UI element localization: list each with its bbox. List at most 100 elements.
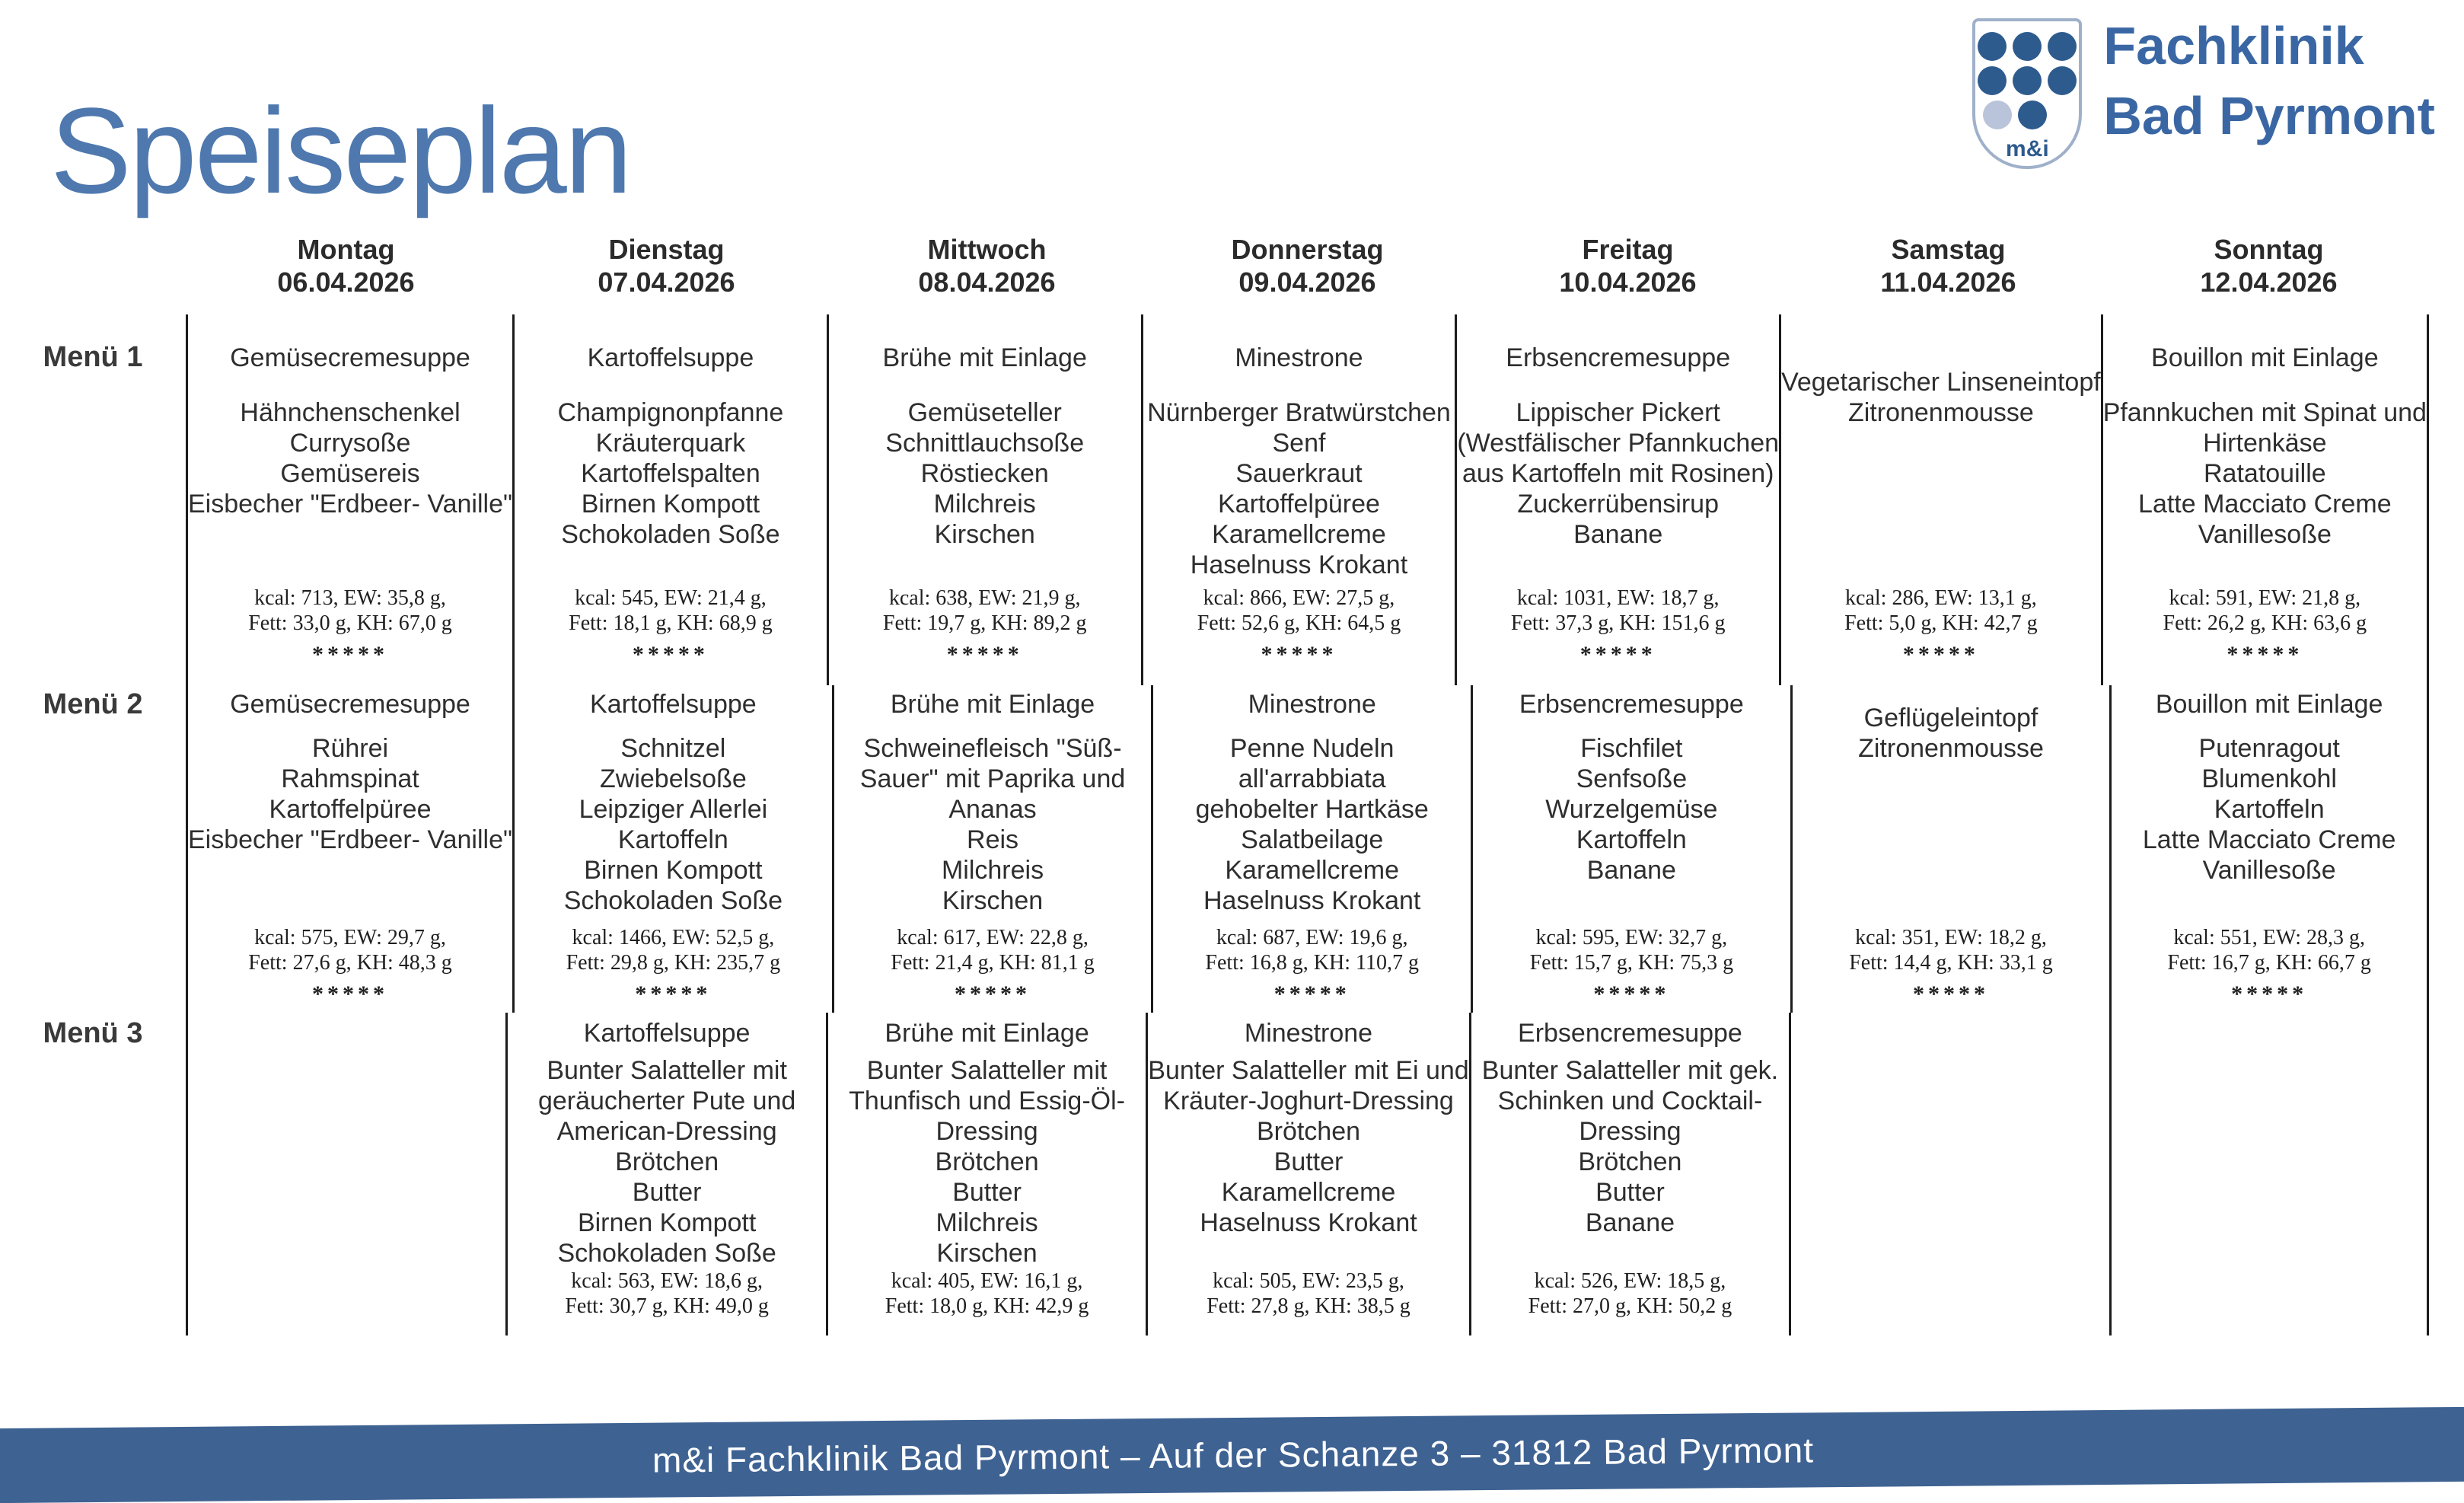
dish-list: Champignonpfanne Kräuterquark Kartoffels… xyxy=(557,398,784,549)
nutrition-info: kcal: 551, EW: 28,3 g, Fett: 16,7 g, KH:… xyxy=(2112,925,2427,1013)
menu-cell: Minestrone Nürnberger Bratwürstchen Senf… xyxy=(1140,314,1455,685)
nutrition-info: kcal: 591, EW: 21,8 g, Fett: 26,2 g, KH:… xyxy=(2103,586,2427,685)
clinic-logo: m&i Fachklinik Bad Pyrmont xyxy=(1972,16,2435,169)
nutrition-line2: Fett: 14,4 g, KH: 33,1 g xyxy=(1849,951,2053,975)
menu-cell: Minestrone Penne Nudeln all'arrabbiata g… xyxy=(1151,685,1471,1013)
rating-stars: ***** xyxy=(1579,642,1656,667)
dish-list: Schweinefleisch "Süß- Sauer" mit Paprika… xyxy=(859,734,1126,915)
menu-cell: Bouillon mit Einlage Pfannkuchen mit Spi… xyxy=(2100,314,2429,685)
day-date: 11.04.2026 xyxy=(1880,266,2016,298)
menu-label: Menü 1 xyxy=(43,341,143,373)
day-header-mittwoch: Mittwoch 08.04.2026 xyxy=(827,226,1147,314)
nutrition-line2: Fett: 33,0 g, KH: 67,0 g xyxy=(248,611,452,635)
day-date: 06.04.2026 xyxy=(277,266,415,298)
nutrition-line2: Fett: 21,4 g, KH: 81,1 g xyxy=(891,951,1095,975)
soup-course xyxy=(1793,685,2110,689)
dish-list: Gemüseteller Schnittlauchsoße Röstiecken… xyxy=(885,398,1085,549)
footer-bar: m&i Fachklinik Bad Pyrmont – Auf der Sch… xyxy=(0,1406,2464,1503)
rating-stars: ***** xyxy=(1593,981,1670,1007)
soup-course: Minestrone xyxy=(1235,343,1363,372)
day-name: Donnerstag xyxy=(1231,234,1384,265)
rating-stars: ***** xyxy=(946,642,1023,667)
day-header-dienstag: Dienstag 07.04.2026 xyxy=(506,226,827,314)
menu-cell xyxy=(1789,1013,2109,1335)
nutrition-line1: kcal: 526, EW: 18,5 g, xyxy=(1534,1269,1726,1293)
nutrition-line1: kcal: 638, EW: 21,9 g, xyxy=(888,586,1081,610)
nutrition-line2: Fett: 29,8 g, KH: 235,7 g xyxy=(566,951,781,975)
nutrition-line1: kcal: 1466, EW: 52,5 g, xyxy=(572,926,775,949)
nutrition-info: kcal: 866, EW: 27,5 g, Fett: 52,6 g, KH:… xyxy=(1143,586,1455,685)
soup-course: Brühe mit Einlage xyxy=(885,1019,1089,1048)
nutrition-line2: Fett: 5,0 g, KH: 42,7 g xyxy=(1844,611,2038,635)
soup-course: Minestrone xyxy=(1244,1019,1373,1048)
rating-stars: ***** xyxy=(1902,642,1979,667)
nutrition-line1: kcal: 1031, EW: 18,7 g, xyxy=(1516,586,1720,610)
menu-label: Menü 3 xyxy=(43,1017,143,1049)
dish-list: Nürnberger Bratwürstchen Senf Sauerkraut… xyxy=(1147,398,1451,579)
mi-shield-label: m&i xyxy=(2006,136,2049,161)
dish-list: Bunter Salatteller mit Ei und Kräuter-Jo… xyxy=(1148,1056,1469,1237)
day-name: Sonntag xyxy=(2214,234,2324,265)
rating-stars: ***** xyxy=(1273,981,1350,1007)
dish-list: Penne Nudeln all'arrabbiata gehobelter H… xyxy=(1195,734,1429,915)
nutrition-info xyxy=(1791,1319,2109,1335)
rating-stars: ***** xyxy=(2227,642,2303,667)
menu-cell: Geflügeleintopf Zitronenmousse kcal: 351… xyxy=(1790,685,2110,1013)
soup-course xyxy=(2112,1013,2427,1018)
nutrition-line1: kcal: 286, EW: 13,1 g, xyxy=(1845,586,2037,610)
soup-course: Kartoffelsuppe xyxy=(590,690,757,719)
nutrition-line2: Fett: 26,2 g, KH: 63,6 g xyxy=(2163,611,2367,635)
rating-stars: ***** xyxy=(635,981,712,1007)
nutrition-line1: kcal: 545, EW: 21,4 g, xyxy=(575,586,767,610)
menu-cell: Gemüsecremesuppe Hähnchenschenkel Currys… xyxy=(186,314,512,685)
dish-list: Putenragout Blumenkohl Kartoffeln Latte … xyxy=(2142,734,2396,885)
menu-cell: Brühe mit Einlage Gemüseteller Schnittla… xyxy=(826,314,1141,685)
rating-stars: ***** xyxy=(312,981,389,1007)
day-header-spacer xyxy=(0,226,186,314)
menu-cell: Bouillon mit Einlage Putenragout Blumenk… xyxy=(2109,685,2429,1013)
day-date: 08.04.2026 xyxy=(918,266,1056,298)
day-date: 10.04.2026 xyxy=(1559,266,1697,298)
day-header-samstag: Samstag 11.04.2026 xyxy=(1788,226,2109,314)
nutrition-line1: kcal: 405, EW: 16,1 g, xyxy=(891,1269,1083,1293)
nutrition-line2: Fett: 27,8 g, KH: 38,5 g xyxy=(1206,1294,1411,1318)
nutrition-info: kcal: 617, EW: 22,8 g, Fett: 21,4 g, KH:… xyxy=(834,925,1152,1013)
nutrition-line1: kcal: 713, EW: 35,8 g, xyxy=(254,586,446,610)
day-header-sonntag: Sonntag 12.04.2026 xyxy=(2109,226,2429,314)
rating-stars: ***** xyxy=(312,642,389,667)
nutrition-line2: Fett: 19,7 g, KH: 89,2 g xyxy=(882,611,1087,635)
day-name: Montag xyxy=(297,234,395,265)
day-header-donnerstag: Donnerstag 09.04.2026 xyxy=(1147,226,1468,314)
dish-list: Bunter Salatteller mit gek. Schinken und… xyxy=(1481,1056,1779,1237)
day-name: Mittwoch xyxy=(927,234,1047,265)
menu-cell: Kartoffelsuppe Schnitzel Zwiebelsoße Lei… xyxy=(512,685,832,1013)
rating-stars: ***** xyxy=(1261,642,1337,667)
soup-course: Brühe mit Einlage xyxy=(882,343,1087,372)
nutrition-line1: kcal: 351, EW: 18,2 g, xyxy=(1855,926,2047,949)
footer-address: m&i Fachklinik Bad Pyrmont – Auf der Sch… xyxy=(652,1430,1815,1480)
mi-shield-icon: m&i xyxy=(1972,18,2083,169)
soup-course: Bouillon mit Einlage xyxy=(2151,343,2379,372)
day-date: 12.04.2026 xyxy=(2200,266,2338,298)
shield-dot xyxy=(2048,32,2077,61)
dish-list: Lippischer Pickert (Westfälischer Pfannk… xyxy=(1457,398,1780,549)
nutrition-info: kcal: 286, EW: 13,1 g, Fett: 5,0 g, KH: … xyxy=(1781,586,2101,685)
nutrition-line2: Fett: 52,6 g, KH: 64,5 g xyxy=(1197,611,1401,635)
soup-course: Gemüsecremesuppe xyxy=(230,343,470,372)
dish-list: Fischfilet Senfsoße Wurzelgemüse Kartoff… xyxy=(1545,734,1718,885)
dish-list: Schnitzel Zwiebelsoße Leipziger Allerlei… xyxy=(563,734,783,915)
nutrition-info: kcal: 505, EW: 23,5 g, Fett: 27,8 g, KH:… xyxy=(1148,1268,1468,1335)
shield-dot-row xyxy=(1975,66,2079,95)
shield-dot xyxy=(2013,32,2042,61)
dish-list: Bunter Salatteller mit Thunfisch und Ess… xyxy=(849,1056,1125,1268)
nutrition-line1: kcal: 505, EW: 23,5 g, xyxy=(1213,1269,1404,1293)
nutrition-info: kcal: 526, EW: 18,5 g, Fett: 27,0 g, KH:… xyxy=(1471,1268,1789,1335)
dish-list: Vegetarischer Linseneintopf Zitronenmous… xyxy=(1781,368,2101,427)
shield-dot-row xyxy=(1975,32,2079,61)
dish-list: Pfannkuchen mit Spinat und Hirtenkäse Ra… xyxy=(2102,398,2427,549)
soup-course xyxy=(1791,1013,2109,1018)
menu-cell: Erbsencremesuppe Lippischer Pickert (Wes… xyxy=(1455,314,1779,685)
menu-cell: Erbsencremesuppe Fischfilet Senfsoße Wur… xyxy=(1471,685,1790,1013)
shield-dot xyxy=(2013,66,2042,95)
